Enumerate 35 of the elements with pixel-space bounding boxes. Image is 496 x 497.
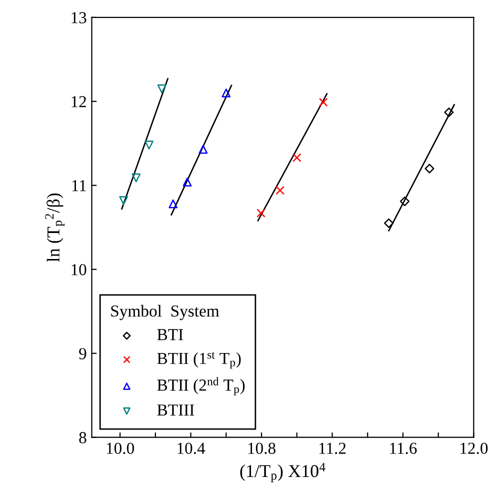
- y-tick-label: 13: [72, 12, 86, 24]
- x-tick-label: 10.0: [106, 442, 134, 454]
- legend-label: BTII (1$^{st}$ T$_{p}$): [157, 352, 241, 369]
- point: [198, 144, 208, 154]
- point: [119, 196, 128, 205]
- legend-label: BTI: [157, 329, 184, 340]
- x-tick-label: 11.6: [390, 442, 417, 454]
- point: [318, 98, 328, 107]
- y-tick-label: 11: [72, 180, 86, 192]
- point: [384, 218, 394, 228]
- point: [168, 199, 178, 208]
- point: [276, 186, 284, 195]
- point: [256, 208, 266, 218]
- point: [182, 178, 192, 186]
- y-axis-title: ln (T$_{p}$$^{2}$/β): [45, 193, 65, 262]
- y-tick-label: 10: [72, 264, 86, 276]
- point: [144, 140, 154, 150]
- x-tick-label: 11.2: [319, 442, 346, 454]
- y-tick-label: 8: [79, 432, 86, 444]
- x-tick-label: 12.0: [460, 442, 488, 454]
- x-tick-label: 10.8: [248, 442, 276, 454]
- point: [132, 173, 141, 182]
- legend-label: BTII (2$^{nd}$ T$_{p}$): [157, 377, 245, 396]
- point: [157, 84, 166, 94]
- x-tick-label: 10.4: [178, 442, 206, 454]
- x-axis-title: (1/T$_{p}$) X10$^{4}$: [240, 462, 326, 482]
- y-tick-label: 12: [72, 96, 86, 108]
- point: [222, 88, 231, 98]
- point: [400, 196, 410, 206]
- point: [444, 108, 454, 118]
- point: [424, 164, 434, 174]
- legend-label: BTIII: [157, 404, 194, 416]
- legend-title: Symbol System: [111, 304, 220, 320]
- point: [292, 153, 302, 162]
- y-tick-label: 9: [79, 348, 86, 360]
